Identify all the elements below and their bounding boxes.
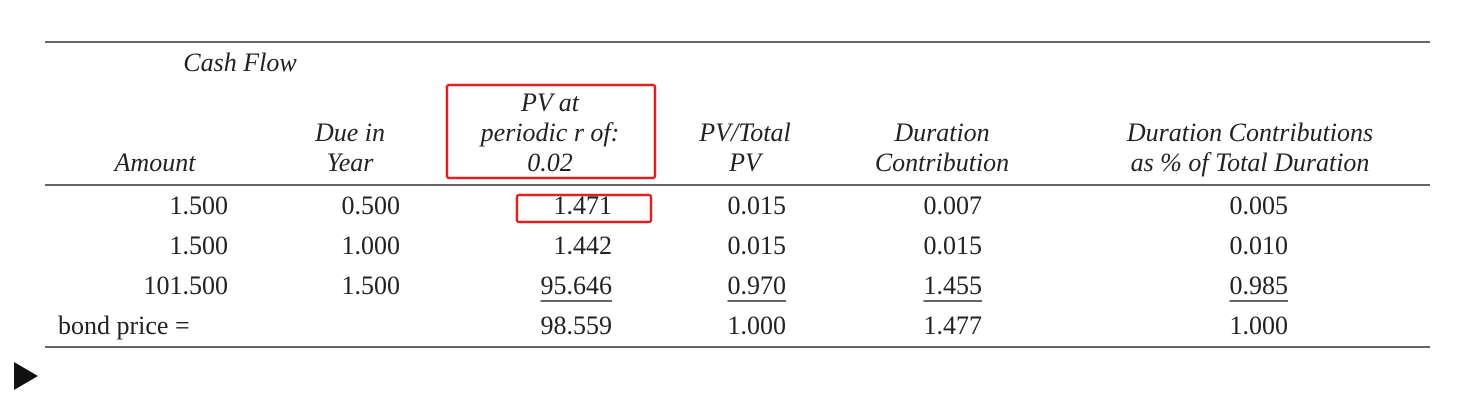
column-header: Year xyxy=(327,148,375,177)
cell: 1.442 xyxy=(554,231,613,260)
column-header: periodic r of: xyxy=(479,118,620,147)
cell: 1.471 xyxy=(554,191,613,220)
cell: 0.005 xyxy=(1230,191,1289,220)
cell: 101.500 xyxy=(144,271,229,300)
total-cell: 1.000 xyxy=(1230,311,1289,340)
cell: 0.010 xyxy=(1230,231,1289,260)
column-header: Amount xyxy=(113,148,197,177)
cell: 0.970 xyxy=(728,271,787,300)
column-header: Contribution xyxy=(875,148,1009,177)
cell: 0.985 xyxy=(1230,271,1289,300)
cell: 1.455 xyxy=(924,271,983,300)
highlight-box xyxy=(445,83,657,180)
column-header: as % of Total Duration xyxy=(1131,148,1370,177)
play-button[interactable] xyxy=(14,362,38,390)
cell: 1.500 xyxy=(170,231,229,260)
total-cell: 1.000 xyxy=(728,311,787,340)
total-cell: 98.559 xyxy=(541,311,613,340)
total-cell: 1.477 xyxy=(924,311,983,340)
cell: 1.500 xyxy=(170,191,229,220)
cell: 0.015 xyxy=(924,231,983,260)
column-header: 0.02 xyxy=(527,148,573,177)
cell: 0.007 xyxy=(924,191,983,220)
column-header: Duration Contributions xyxy=(1126,118,1373,147)
column-header: Duration xyxy=(893,118,989,147)
column-header: Due in xyxy=(314,118,385,147)
column-header: PV at xyxy=(520,88,580,117)
column-header: PV/Total xyxy=(698,118,791,147)
column-header: PV xyxy=(728,148,764,177)
cell: 0.015 xyxy=(728,231,787,260)
cell: 0.015 xyxy=(728,191,787,220)
total-label: bond price = xyxy=(58,311,190,340)
cell: 0.500 xyxy=(342,191,401,220)
cell: 1.500 xyxy=(342,271,401,300)
cell: 1.000 xyxy=(342,231,401,260)
highlight-box xyxy=(515,193,653,224)
group-header: Cash Flow xyxy=(183,48,297,77)
cell: 95.646 xyxy=(541,271,613,300)
